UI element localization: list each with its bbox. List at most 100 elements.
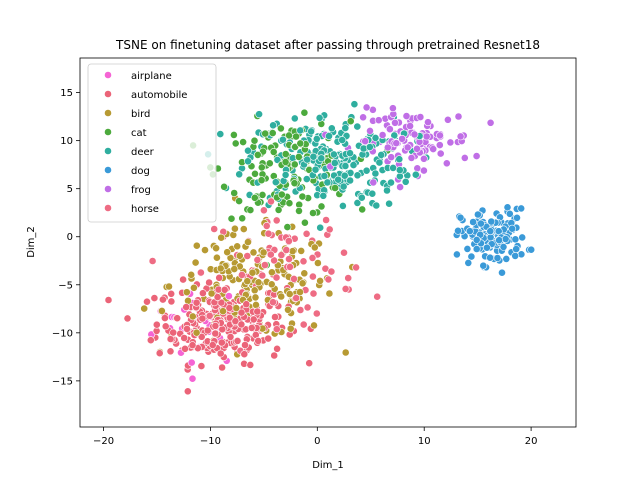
data-point-cat [294,152,303,161]
data-point-bird [188,312,197,321]
data-point-bird [226,253,235,262]
data-point-automobile [205,278,213,287]
data-point-automobile [169,328,178,337]
data-point-dog [486,227,495,236]
data-point-deer [334,175,343,184]
data-point-cat [281,150,290,158]
data-point-cat [268,129,277,137]
data-point-bird [267,280,276,289]
data-point-dog [503,203,512,212]
data-point-automobile [188,341,197,350]
legend-label-horse: horse [131,204,159,215]
data-point-horse [272,325,281,334]
data-point-automobile [158,295,167,304]
data-point-frog [378,131,387,139]
data-point-deer [339,182,348,191]
data-point-deer [244,157,252,166]
data-point-bird [298,279,307,288]
data-point-frog [388,104,397,113]
data-point-cat [292,132,300,141]
data-point-automobile [270,351,279,360]
data-point-deer [315,114,324,122]
data-point-cat [290,160,299,169]
data-point-horse [308,253,317,262]
data-point-frog [413,144,421,153]
data-point-horse [290,274,298,283]
data-point-frog [407,153,416,162]
data-point-horse [322,216,330,224]
data-point-deer [371,169,380,178]
data-point-automobile [273,344,281,353]
data-point-automobile [242,300,251,309]
data-point-frog [460,153,469,162]
legend: airplane automobile bird cat deer dog frog hors… [87,63,217,223]
data-point-frog [454,112,463,121]
data-point-horse [296,306,305,314]
data-point-automobile [123,314,132,323]
data-point-deer [327,124,336,133]
y-tick-label: 15 [60,88,73,99]
y-tick-label: −15 [52,376,73,387]
data-point-frog [403,143,412,152]
data-point-automobile [226,332,235,341]
data-point-horse [259,206,268,215]
data-point-deer [389,163,397,172]
data-point-bird [239,225,248,233]
data-point-automobile [183,324,191,333]
data-point-bird [325,289,334,298]
data-point-bird [187,270,196,279]
legend-marker-frog [104,185,112,193]
data-point-automobile [249,315,258,324]
data-point-deer [395,166,404,174]
data-point-bird [248,268,257,277]
data-point-cat [257,176,266,185]
legend-marker-horse [104,204,112,212]
data-point-horse [284,237,293,245]
chart-title: TSNE on finetuning dataset after passing… [115,38,540,52]
data-point-deer [325,132,333,140]
data-point-deer [346,149,354,158]
data-point-automobile [237,308,246,317]
data-point-frog [413,164,422,173]
data-point-dog [513,213,521,222]
data-point-deer [368,189,377,198]
x-axis: −20 −10 0 10 20 [93,427,537,447]
data-point-deer [307,127,315,136]
data-point-horse [272,273,281,282]
data-point-dog [508,224,517,233]
data-point-horse [258,271,267,280]
data-point-deer [269,121,277,130]
data-point-automobile [217,338,226,347]
x-tick-label: 0 [314,436,320,447]
data-point-automobile [183,387,192,396]
data-point-dog [454,226,462,235]
data-point-bird [310,243,319,252]
data-point-automobile [271,313,279,321]
data-point-automobile [104,296,113,304]
data-point-frog [436,131,444,140]
data-point-horse [312,309,321,318]
data-point-horse [292,294,301,302]
data-point-frog [383,143,392,152]
data-point-deer [349,161,358,169]
data-point-horse [262,221,271,230]
data-point-deer [401,177,410,186]
data-point-frog [472,152,481,160]
data-point-deer [309,152,318,161]
legend-label-bird: bird [131,109,150,120]
data-point-horse [282,246,291,254]
data-point-dog [463,244,472,253]
data-point-dog [452,250,461,259]
data-point-horse [272,216,281,225]
data-point-bird [235,251,244,260]
data-point-deer [235,170,244,179]
data-point-deer [244,146,252,155]
data-point-frog [416,113,425,121]
data-point-horse [286,262,294,271]
data-point-deer [278,135,287,144]
data-point-deer [320,172,329,180]
data-point-bird [267,268,276,277]
data-point-horse [285,255,293,263]
data-point-horse [341,284,350,293]
data-point-dog [501,235,510,243]
